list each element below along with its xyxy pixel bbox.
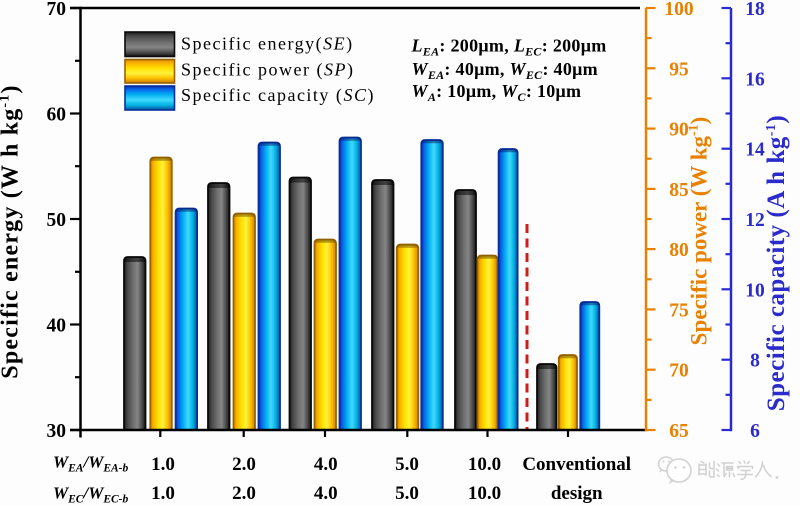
svg-text:2.0: 2.0 (232, 454, 256, 475)
svg-text:14: 14 (745, 140, 765, 161)
svg-text:Specific energy(SE): Specific energy(SE) (181, 34, 354, 55)
svg-text:12: 12 (745, 210, 765, 231)
svg-text:5.0: 5.0 (395, 483, 419, 504)
svg-text:design: design (551, 483, 603, 504)
svg-text:8: 8 (750, 351, 760, 372)
svg-text:5.0: 5.0 (395, 454, 419, 475)
svg-text:90: 90 (669, 120, 689, 141)
svg-text:WA: 10μm, WC: 10μm: WA: 10μm, WC: 10μm (412, 81, 582, 104)
svg-text:30: 30 (47, 421, 67, 442)
svg-text:18: 18 (745, 0, 765, 20)
svg-text:6: 6 (750, 421, 760, 442)
svg-text:65: 65 (669, 421, 689, 442)
svg-text:40: 40 (47, 316, 67, 337)
svg-text:100: 100 (664, 0, 693, 20)
svg-text:70: 70 (47, 0, 67, 20)
svg-text:85: 85 (669, 180, 689, 201)
svg-text:70: 70 (669, 361, 689, 382)
svg-text:Specific energy (W h kg-1): Specific energy (W h kg-1) (0, 84, 24, 378)
svg-text:Specific capacity (A h kg-1): Specific capacity (A h kg-1) (763, 115, 790, 412)
svg-text:50: 50 (47, 210, 67, 231)
svg-text:75: 75 (669, 300, 689, 321)
svg-text:Specific capacity (SC): Specific capacity (SC) (181, 85, 375, 106)
svg-text:Specific power (W kg-1): Specific power (W kg-1) (687, 117, 712, 346)
svg-text:2.0: 2.0 (232, 483, 256, 504)
svg-text:4.0: 4.0 (314, 483, 338, 504)
svg-text:16: 16 (745, 69, 765, 90)
svg-text:1.0: 1.0 (151, 483, 175, 504)
svg-text:80: 80 (669, 240, 689, 261)
svg-text:10.0: 10.0 (468, 483, 501, 504)
svg-text:1.0: 1.0 (151, 454, 175, 475)
svg-text:95: 95 (669, 59, 689, 80)
svg-text:10.0: 10.0 (468, 454, 501, 475)
svg-text:4.0: 4.0 (314, 454, 338, 475)
svg-text:LEA: 200μm, LEC: 200μm: LEA: 200μm, LEC: 200μm (411, 36, 607, 59)
svg-text:10: 10 (745, 280, 765, 301)
svg-text:60: 60 (47, 105, 67, 126)
svg-text:Conventional: Conventional (522, 454, 631, 475)
svg-text:Specific power (SP): Specific power (SP) (181, 60, 354, 81)
svg-text:WEA: 40μm, WEC: 40μm: WEA: 40μm, WEC: 40μm (412, 59, 598, 82)
